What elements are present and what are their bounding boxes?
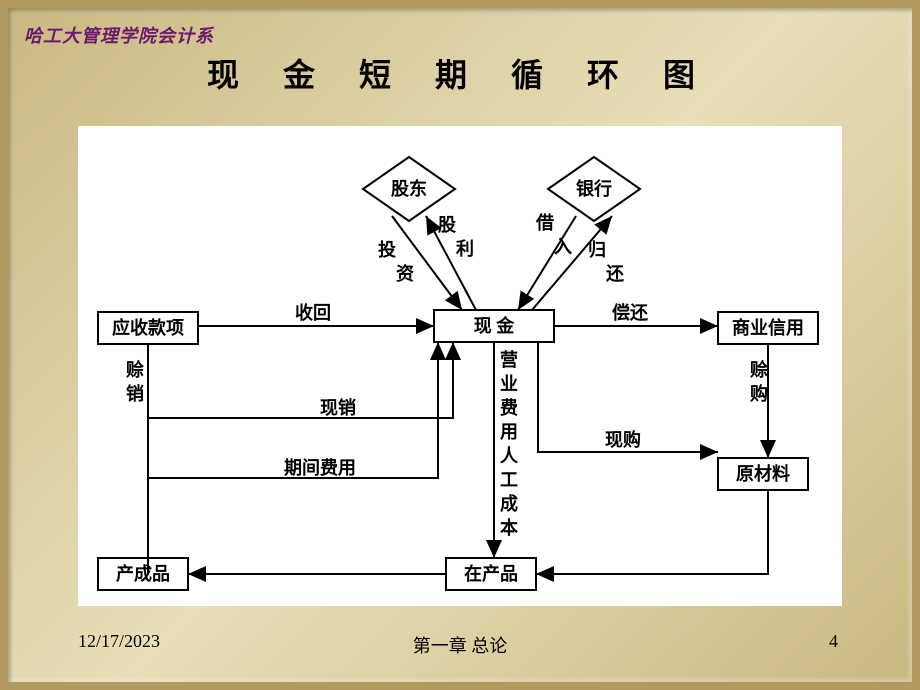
- svg-text:资: 资: [396, 263, 414, 284]
- svg-text:赊: 赊: [126, 359, 144, 380]
- svg-text:在产品: 在产品: [464, 563, 518, 584]
- header-org: 哈工大管理学院会计系: [24, 22, 214, 48]
- svg-text:业: 业: [500, 374, 518, 394]
- slide-title: 现 金 短 期 循 环 图: [0, 50, 920, 96]
- svg-text:归: 归: [588, 239, 606, 260]
- svg-text:人: 人: [500, 446, 519, 466]
- svg-text:现购: 现购: [605, 429, 641, 450]
- flowchart-figure: 股东银行现 金应收款项商业信用原材料在产品产成品投资股利借入归还收回偿还赊销赊购…: [78, 126, 842, 606]
- svg-text:股: 股: [437, 215, 457, 235]
- svg-text:赊: 赊: [750, 359, 768, 380]
- svg-text:期间费用: 期间费用: [284, 458, 356, 478]
- svg-text:商业信用: 商业信用: [732, 317, 804, 338]
- svg-text:购: 购: [750, 383, 768, 404]
- flowchart-svg: 股东银行现 金应收款项商业信用原材料在产品产成品投资股利借入归还收回偿还赊销赊购…: [78, 126, 842, 606]
- svg-text:本: 本: [500, 517, 518, 538]
- footer-page-number: 4: [829, 631, 838, 652]
- svg-text:利: 利: [456, 238, 474, 259]
- svg-text:收回: 收回: [295, 302, 331, 323]
- svg-text:投: 投: [378, 239, 396, 260]
- svg-text:现销: 现销: [320, 397, 356, 418]
- svg-text:产成品: 产成品: [116, 563, 170, 584]
- svg-text:银行: 银行: [576, 178, 612, 199]
- svg-text:入: 入: [554, 237, 572, 257]
- svg-text:成: 成: [500, 493, 518, 514]
- svg-text:股东: 股东: [390, 178, 427, 199]
- svg-text:借: 借: [535, 212, 554, 233]
- svg-text:工: 工: [500, 470, 518, 490]
- footer-chapter: 第一章 总论: [0, 632, 920, 658]
- svg-text:销: 销: [126, 383, 144, 404]
- svg-text:用: 用: [500, 422, 518, 442]
- svg-text:原材料: 原材料: [736, 463, 790, 484]
- svg-text:偿还: 偿还: [612, 302, 649, 323]
- svg-text:营: 营: [500, 349, 518, 370]
- svg-text:还: 还: [605, 264, 625, 284]
- svg-text:费: 费: [500, 398, 518, 418]
- svg-text:应收款项: 应收款项: [112, 317, 184, 338]
- svg-text:现 金: 现 金: [474, 315, 515, 336]
